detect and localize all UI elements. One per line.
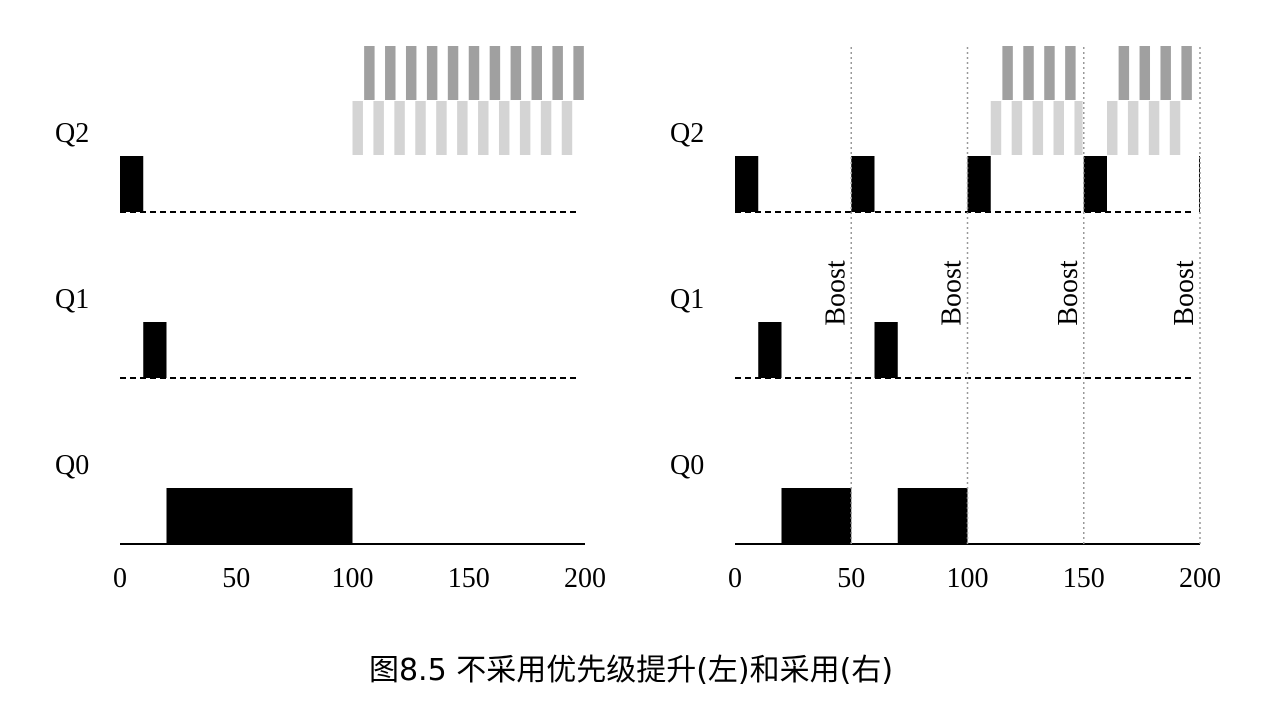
interactive-job-run	[540, 101, 552, 155]
job-run	[166, 488, 353, 544]
interactive-job-run	[552, 46, 563, 100]
interactive-job-run	[1074, 101, 1083, 155]
interactive-job-run	[1023, 46, 1034, 100]
interactive-job-run	[1107, 101, 1118, 155]
queue-label: Q1	[670, 284, 704, 315]
job-run	[143, 322, 167, 378]
interactive-job-run	[561, 101, 573, 155]
interactive-job-run	[373, 101, 384, 155]
x-tick-label: 100	[947, 563, 989, 594]
x-tick-label: 200	[1179, 563, 1221, 594]
interactive-job-run	[1032, 101, 1044, 155]
x-tick-label: 0	[113, 563, 127, 594]
interactive-job-run	[1053, 101, 1064, 155]
job-run	[120, 156, 144, 212]
interactive-job-run	[1127, 101, 1139, 155]
interactive-job-run	[457, 101, 468, 155]
interactive-job-run	[573, 46, 584, 100]
job-run	[897, 488, 968, 544]
job-run	[967, 156, 991, 212]
queue-label: Q1	[55, 284, 89, 315]
interactive-job-run	[1002, 46, 1013, 100]
job-run	[851, 156, 875, 212]
job-run	[758, 322, 782, 378]
interactive-job-run	[447, 46, 459, 100]
x-tick-label: 0	[728, 563, 742, 594]
interactive-job-run	[489, 46, 501, 100]
interactive-job-run	[510, 46, 522, 100]
interactive-job-run	[468, 46, 480, 100]
interactive-job-run	[1148, 101, 1160, 155]
interactive-job-run	[1181, 46, 1192, 100]
queue-label: Q2	[670, 118, 704, 149]
queue-label: Q0	[55, 450, 89, 481]
interactive-job-run	[990, 101, 1002, 155]
x-tick-label: 150	[448, 563, 490, 594]
interactive-job-run	[1011, 101, 1023, 155]
job-run	[735, 156, 759, 212]
x-tick-label: 150	[1063, 563, 1105, 594]
interactive-job-run	[394, 101, 405, 155]
x-tick-label: 50	[837, 563, 865, 594]
boost-label: Boost	[820, 260, 851, 326]
queue-label: Q0	[670, 450, 704, 481]
interactive-job-run	[405, 46, 417, 100]
interactive-job-run	[519, 101, 531, 155]
interactive-job-run	[415, 101, 426, 155]
boost-label: Boost	[1053, 260, 1084, 326]
interactive-job-run	[498, 101, 510, 155]
interactive-job-run	[385, 46, 396, 100]
boost-label: Boost	[937, 260, 968, 326]
interactive-job-run	[531, 46, 542, 100]
queue-label: Q2	[55, 118, 89, 149]
interactive-job-run	[352, 101, 363, 155]
interactive-job-run	[1044, 46, 1055, 100]
interactive-job-run	[436, 101, 447, 155]
interactive-job-run	[1065, 46, 1076, 100]
job-run	[1083, 156, 1107, 212]
x-tick-label: 200	[564, 563, 606, 594]
interactive-job-run	[478, 101, 489, 155]
interactive-job-run	[1160, 46, 1171, 100]
boost-label: Boost	[1169, 260, 1200, 326]
job-run	[781, 488, 852, 544]
caption: 图8.5 不采用优先级提升(左)和采用(右)	[369, 653, 893, 688]
interactive-job-run	[364, 46, 375, 100]
job-run	[874, 322, 898, 378]
job-run	[1199, 156, 1200, 212]
interactive-job-run	[1118, 46, 1130, 100]
interactive-job-run	[1169, 101, 1181, 155]
x-tick-label: 100	[332, 563, 374, 594]
interactive-job-run	[1139, 46, 1151, 100]
interactive-job-run	[426, 46, 438, 100]
x-tick-label: 50	[222, 563, 250, 594]
